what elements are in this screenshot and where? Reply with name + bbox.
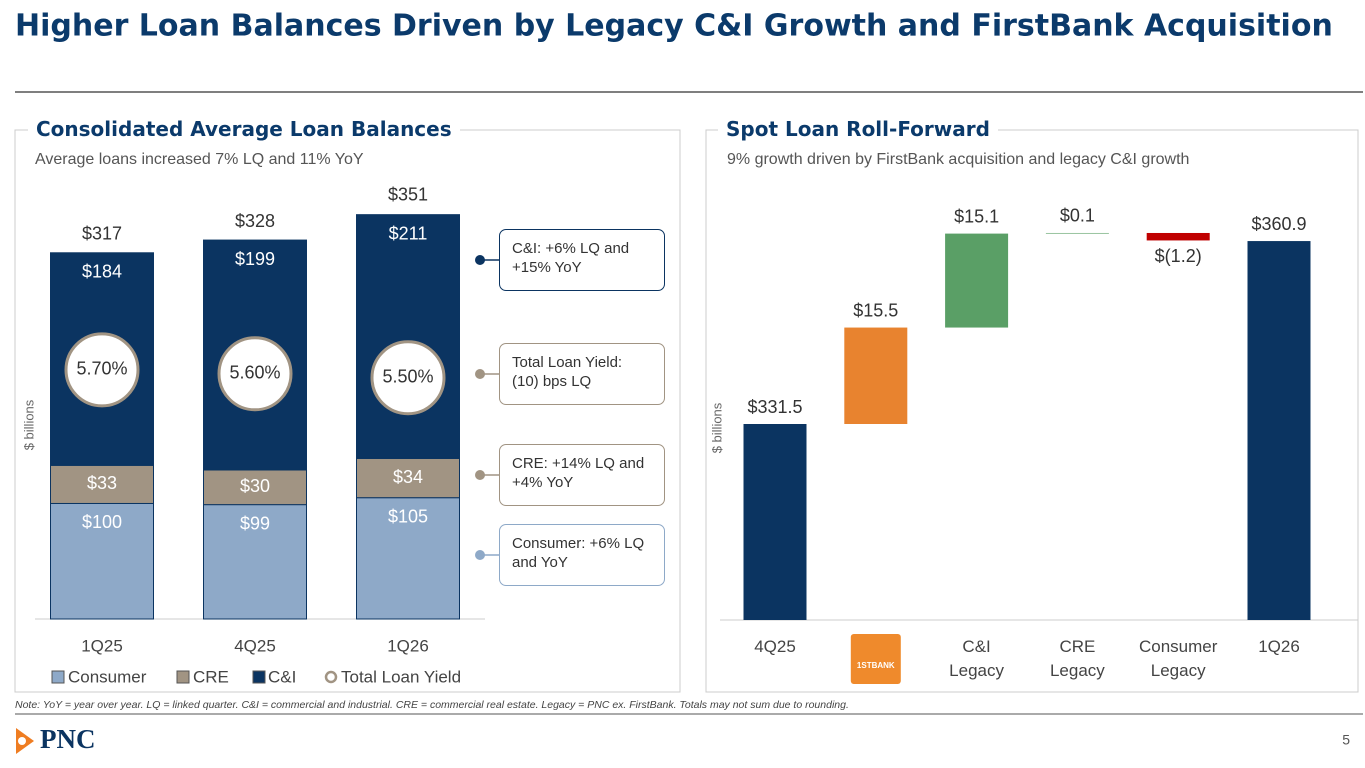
x-tick-label: Consumer Legacy — [1138, 637, 1218, 680]
bar-segment — [203, 504, 307, 620]
logo-icon-dot — [18, 737, 26, 745]
data-label: $30 — [240, 476, 270, 496]
data-label: $33 — [87, 473, 117, 493]
bar-segment — [356, 457, 460, 499]
data-label: $15.1 — [954, 206, 999, 226]
data-label: $199 — [235, 249, 275, 269]
callout-dot — [475, 369, 485, 379]
data-label: $100 — [82, 512, 122, 532]
yield-label: 5.50% — [382, 366, 433, 386]
bar — [945, 233, 1009, 328]
legend-swatch — [324, 670, 338, 684]
bar-segment — [203, 469, 307, 506]
bar — [1045, 232, 1109, 234]
x-tick-label: 4Q25 — [234, 636, 276, 655]
x-tick-label: 1Q26 — [387, 636, 429, 655]
slide-title: Higher Loan Balances Driven by Legacy C&… — [15, 9, 1333, 44]
total-label: $317 — [82, 224, 122, 244]
callout: CRE: +14% LQ and +4% YoY — [499, 444, 665, 506]
x-tick-label: 4Q25 — [754, 637, 796, 656]
bar — [1247, 241, 1311, 621]
yield-label: 5.70% — [76, 359, 127, 379]
legend-swatch — [51, 670, 65, 684]
legend-label: CRE — [193, 667, 229, 686]
category-logo-text: 1STBANK — [857, 661, 895, 670]
footnote: Note: YoY = year over year. LQ = linked … — [15, 699, 849, 711]
axis-title: $ billions — [709, 402, 724, 453]
bar-segment — [50, 464, 154, 504]
data-label: $0.1 — [1060, 206, 1095, 226]
panel-subtitle: 9% growth driven by FirstBank acquisitio… — [727, 151, 1190, 168]
bar — [743, 424, 807, 620]
logo-text: PNC — [40, 724, 96, 754]
legend-swatch — [176, 670, 190, 684]
panel-title: Consolidated Average Loan Balances — [28, 117, 460, 141]
callout-dot — [475, 255, 485, 265]
total-label: $328 — [235, 211, 275, 231]
callout: C&I: +6% LQ and +15% YoY — [499, 229, 665, 291]
panel-title: Spot Loan Roll-Forward — [718, 117, 998, 141]
data-label: $15.5 — [853, 300, 898, 320]
total-label: $351 — [388, 184, 428, 204]
bar-segment — [356, 497, 460, 620]
yield-label: 5.60% — [229, 363, 280, 383]
category-logo — [850, 634, 901, 684]
callout: Total Loan Yield: (10) bps LQ — [499, 343, 665, 405]
legend-label: Total Loan Yield — [341, 667, 461, 686]
data-label: $211 — [389, 223, 428, 243]
legend-label: Consumer — [68, 667, 147, 686]
x-tick-label: 1Q26 — [1258, 637, 1300, 656]
callout: Consumer: +6% LQ and YoY — [499, 524, 665, 586]
legend-label: C&I — [268, 667, 296, 686]
data-label: $360.9 — [1251, 214, 1306, 234]
axis-title: $ billions — [21, 399, 36, 450]
bar — [1146, 232, 1210, 241]
data-label: $34 — [393, 467, 423, 487]
data-label: $99 — [240, 513, 270, 533]
bar-segment — [356, 214, 460, 459]
bar — [844, 327, 908, 424]
x-tick-label: CRE Legacy — [1049, 637, 1105, 680]
data-label: $105 — [388, 506, 428, 526]
callout-dot — [475, 470, 485, 480]
data-label: $184 — [82, 262, 122, 282]
x-tick-label: 1Q25 — [81, 636, 123, 655]
data-label: $331.5 — [747, 397, 802, 417]
x-tick-label: C&I Legacy — [949, 637, 1004, 680]
yield-marker — [64, 332, 140, 408]
page-number: 5 — [1342, 732, 1350, 748]
data-label: $(1.2) — [1155, 246, 1202, 266]
right-panel — [705, 129, 1359, 693]
yield-marker — [217, 336, 293, 412]
callout-dot — [475, 550, 485, 560]
panel-subtitle: Average loans increased 7% LQ and 11% Yo… — [35, 151, 364, 168]
legend-swatch — [252, 670, 266, 684]
yield-marker — [370, 340, 446, 416]
